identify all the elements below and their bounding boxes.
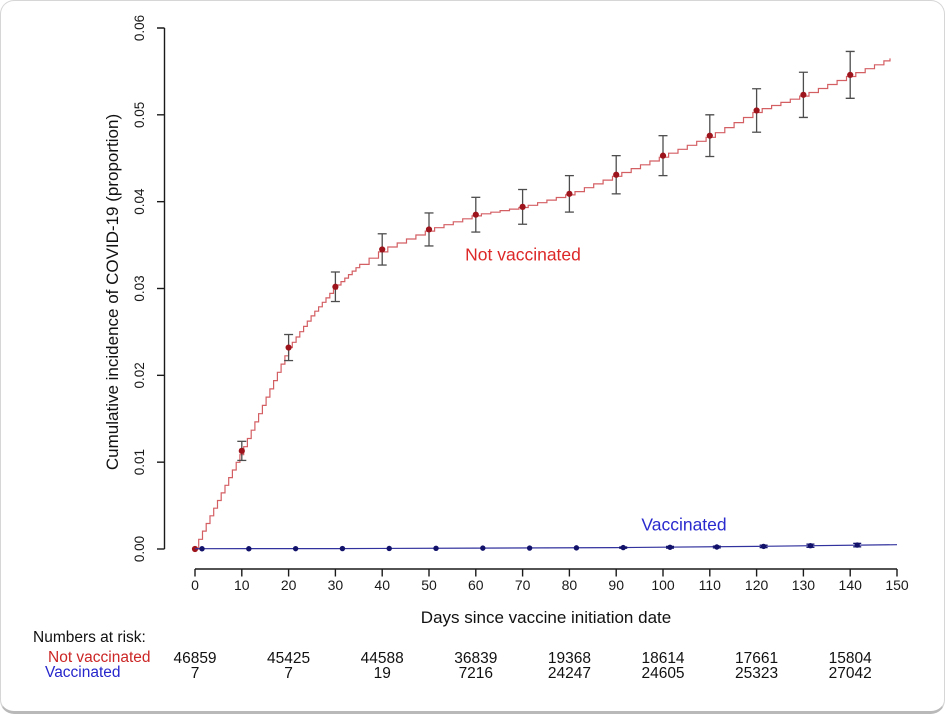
x-tick-label: 100	[651, 577, 675, 593]
x-axis-title: Days since vaccine initiation date	[420, 608, 672, 627]
risk-row-label-vaccinated: Vaccinated	[45, 664, 121, 681]
data-point-marker	[620, 544, 626, 551]
risk-value: 7216	[459, 665, 493, 682]
x-tick-label: 50	[421, 577, 437, 593]
data-point-marker	[573, 545, 580, 551]
data-point-marker	[714, 544, 720, 550]
x-tick-label: 40	[374, 577, 390, 593]
y-tick-label: 0.06	[132, 15, 147, 41]
data-point-marker	[386, 545, 392, 552]
risk-value: 24247	[548, 665, 591, 682]
data-point-marker	[332, 283, 339, 290]
data-point-marker	[472, 211, 479, 218]
y-tick-label: 0.02	[132, 362, 147, 388]
data-point-marker	[379, 246, 386, 253]
risk-value: 44588	[361, 650, 404, 667]
data-point-marker	[425, 226, 433, 233]
x-tick-label: 10	[234, 577, 250, 593]
y-tick-label: 0.05	[132, 102, 147, 128]
x-tick-label: 60	[468, 577, 484, 593]
data-point-marker	[519, 203, 526, 210]
data-point-marker	[706, 132, 713, 139]
x-tick-label: 20	[281, 577, 297, 593]
data-point-marker	[480, 545, 486, 551]
risk-value: 15804	[829, 650, 872, 667]
x-tick-label: 80	[562, 577, 578, 593]
series-label-not-vaccinated: Not vaccinated	[465, 244, 581, 265]
data-point-marker	[807, 543, 814, 549]
x-tick-label: 110	[699, 577, 722, 593]
data-point-marker	[566, 190, 573, 197]
data-point-marker	[285, 344, 292, 351]
data-point-marker	[433, 545, 439, 552]
risk-value: 25323	[735, 665, 778, 682]
data-point-marker	[191, 545, 199, 553]
data-point-marker	[760, 543, 767, 550]
risk-table-title: Numbers at risk:	[33, 629, 146, 646]
risk-value: 36839	[454, 650, 497, 667]
x-tick-label: 30	[328, 577, 344, 593]
data-point-marker	[199, 546, 205, 552]
risk-value: 19	[374, 665, 391, 682]
data-point-marker	[753, 107, 760, 114]
y-tick-label: 0.03	[132, 275, 147, 301]
y-axis-title: Cumulative incidence of COVID-19 (propor…	[103, 113, 122, 471]
risk-value: 24605	[641, 665, 684, 682]
data-point-marker	[854, 542, 860, 548]
series-label-vaccinated: Vaccinated	[641, 514, 727, 535]
series-curve-not-vaccinated	[195, 58, 891, 550]
x-tick-label: 130	[792, 577, 816, 593]
x-tick-label: 0	[191, 577, 199, 593]
data-point-marker	[238, 447, 245, 454]
data-point-marker	[526, 545, 533, 551]
x-tick-label: 140	[839, 577, 863, 593]
data-point-marker	[667, 544, 673, 550]
risk-value: 27042	[829, 665, 872, 682]
risk-value: 45425	[267, 650, 310, 667]
series-curve-vaccinated	[194, 544, 898, 550]
y-tick-label: 0.04	[132, 188, 147, 215]
y-tick-label: 0.00	[132, 536, 147, 562]
data-point-marker	[847, 71, 854, 78]
data-point-marker	[800, 91, 807, 98]
risk-value: 46859	[173, 650, 216, 667]
data-point-marker	[292, 545, 299, 552]
risk-value: 7	[284, 665, 293, 682]
risk-row-label-not-vaccinated: Not vaccinated	[48, 649, 151, 666]
x-tick-label: 70	[515, 577, 531, 593]
y-tick-label: 0.01	[132, 449, 147, 475]
x-tick-label: 150	[885, 577, 909, 593]
risk-value: 17661	[735, 650, 778, 667]
data-point-marker	[246, 546, 252, 552]
x-tick-label: 90	[608, 577, 624, 593]
data-point-marker	[613, 171, 620, 178]
risk-value: 7	[191, 665, 200, 682]
data-point-marker	[339, 545, 346, 552]
risk-value: 19368	[548, 650, 591, 667]
risk-value: 18614	[641, 650, 684, 667]
x-tick-label: 120	[745, 577, 769, 593]
data-point-marker	[659, 152, 667, 159]
